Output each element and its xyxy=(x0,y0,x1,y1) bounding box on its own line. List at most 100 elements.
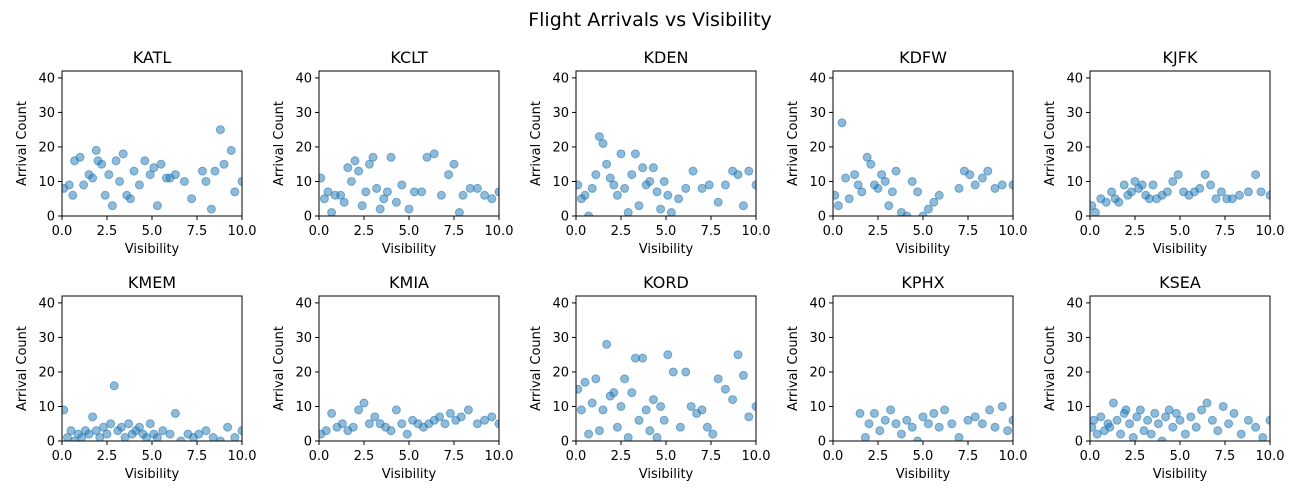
data-point xyxy=(1211,194,1221,204)
data-point xyxy=(364,159,374,169)
data-point xyxy=(598,405,608,415)
y-tick-label: 20 xyxy=(295,365,312,380)
panel-title: KDFW xyxy=(899,48,947,67)
data-point xyxy=(659,415,669,425)
data-point xyxy=(372,183,382,193)
data-point xyxy=(346,176,356,186)
data-point xyxy=(158,426,168,436)
y-tick-label: 10 xyxy=(809,175,826,190)
data-point xyxy=(902,415,912,425)
panel-kjfk: 0.0 2.5 5.0 7.5 10.0 0 10 20 30 40 KJFK Visibility A… xyxy=(1043,48,1284,257)
y-axis-label: Arrival Count xyxy=(272,101,287,186)
data-point xyxy=(1218,401,1228,411)
data-point xyxy=(354,405,364,415)
x-tick-label: 7.5 xyxy=(958,224,979,239)
data-point xyxy=(751,401,756,411)
data-point xyxy=(1175,415,1185,425)
data-point xyxy=(480,190,490,200)
data-point xyxy=(134,422,144,432)
x-tick-label: 5.0 xyxy=(1170,449,1191,464)
data-point xyxy=(656,401,666,411)
data-point xyxy=(591,170,601,180)
y-tick-label: 20 xyxy=(809,140,826,155)
data-point xyxy=(106,419,116,429)
data-point xyxy=(109,381,119,391)
data-point xyxy=(91,145,101,155)
data-point xyxy=(1265,415,1270,425)
data-point xyxy=(1258,433,1268,441)
data-point xyxy=(210,166,220,176)
data-point xyxy=(697,183,707,193)
data-point xyxy=(609,180,619,190)
data-point xyxy=(472,183,482,193)
data-point xyxy=(1092,429,1102,439)
data-point xyxy=(641,405,651,415)
panel-kmia: 0.0 2.5 5.0 7.5 10.0 0 10 20 30 40 KMIA Visibility A… xyxy=(272,273,513,482)
data-point xyxy=(145,419,155,429)
y-tick-label: 40 xyxy=(38,71,55,86)
data-point xyxy=(591,374,601,384)
data-point xyxy=(1207,415,1217,425)
data-point xyxy=(580,377,590,387)
data-point xyxy=(1135,405,1145,415)
data-point xyxy=(364,419,374,429)
data-point xyxy=(1146,429,1156,439)
y-tick-label: 30 xyxy=(552,106,569,121)
data-point xyxy=(623,208,633,216)
data-point xyxy=(864,419,874,429)
x-tick-label: 7.5 xyxy=(958,449,979,464)
data-point xyxy=(681,183,691,193)
data-point xyxy=(652,433,662,441)
y-tick-label: 20 xyxy=(552,365,569,380)
data-point xyxy=(983,166,993,176)
x-tick-label: 10.0 xyxy=(485,224,514,239)
y-tick-label: 20 xyxy=(295,140,312,155)
data-points xyxy=(576,132,756,216)
x-tick-label: 7.5 xyxy=(444,449,465,464)
data-point xyxy=(208,433,218,441)
data-point xyxy=(1153,419,1163,429)
data-point xyxy=(1229,408,1239,418)
data-point xyxy=(663,190,673,200)
data-point xyxy=(319,173,326,183)
y-tick-label: 40 xyxy=(295,71,312,86)
data-point xyxy=(319,194,329,204)
y-tick-label: 40 xyxy=(809,296,826,311)
data-points xyxy=(1090,398,1270,441)
data-point xyxy=(850,170,860,180)
data-point xyxy=(152,433,162,441)
data-point xyxy=(215,125,225,135)
x-tick-label: 2.5 xyxy=(97,449,118,464)
data-point xyxy=(1119,180,1129,190)
y-tick-label: 30 xyxy=(809,331,826,346)
data-point xyxy=(623,433,633,441)
y-tick-label: 20 xyxy=(552,140,569,155)
data-point xyxy=(970,180,980,190)
data-point xyxy=(337,419,347,429)
data-point xyxy=(397,419,407,429)
data-point xyxy=(918,211,928,216)
data-point xyxy=(1256,187,1266,197)
x-axis-label: Visibility xyxy=(896,242,951,257)
y-tick-label: 10 xyxy=(1066,400,1083,415)
data-point xyxy=(68,190,78,200)
y-tick-label: 0 xyxy=(561,210,569,225)
y-tick-label: 20 xyxy=(38,140,55,155)
data-point xyxy=(1236,429,1246,439)
data-point xyxy=(142,433,152,441)
data-point xyxy=(206,204,216,214)
x-tick-label: 5.0 xyxy=(913,224,934,239)
data-point xyxy=(902,211,912,216)
data-point xyxy=(129,166,139,176)
data-point xyxy=(985,405,995,415)
data-point xyxy=(1121,405,1131,415)
panel-katl: 0.0 2.5 5.0 7.5 10.0 0 10 20 30 40 KATL Visibility A… xyxy=(15,48,256,257)
data-point xyxy=(837,118,847,128)
y-tick-label: 30 xyxy=(295,106,312,121)
data-point xyxy=(923,204,933,214)
x-tick-label: 5.0 xyxy=(913,449,934,464)
data-point xyxy=(1105,422,1115,432)
y-tick-label: 30 xyxy=(38,106,55,121)
data-point xyxy=(1173,170,1183,180)
data-point xyxy=(841,173,851,183)
